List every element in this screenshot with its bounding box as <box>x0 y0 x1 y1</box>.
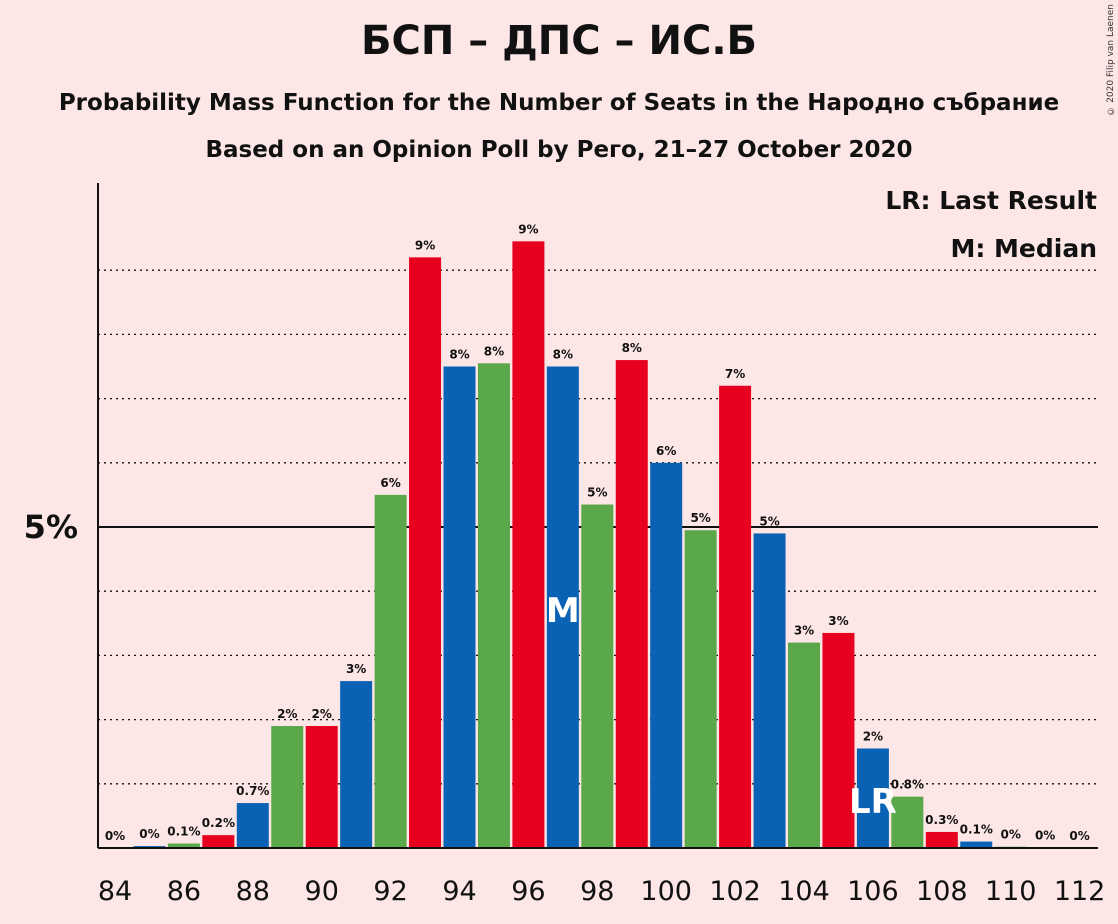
data-label-seat-112: 0% <box>1069 829 1089 843</box>
x-tick-98: 98 <box>580 876 614 907</box>
bar-seat-103 <box>753 533 786 848</box>
data-label-seat-91: 3% <box>346 662 366 676</box>
data-label-seat-89: 2% <box>277 707 297 721</box>
bars-group <box>133 241 1062 848</box>
data-label-seat-102: 7% <box>725 367 745 381</box>
bar-seat-101 <box>684 530 717 848</box>
data-label-seat-90: 2% <box>312 707 332 721</box>
x-tick-88: 88 <box>236 876 270 907</box>
x-tick-92: 92 <box>373 876 407 907</box>
data-label-seat-103: 5% <box>759 514 779 528</box>
bar-seat-105 <box>822 632 855 848</box>
x-tick-84: 84 <box>98 876 132 907</box>
data-label-seat-101: 5% <box>690 511 710 525</box>
data-label-seat-97: 8% <box>553 348 573 362</box>
x-tick-106: 106 <box>847 876 899 907</box>
bar-seat-108 <box>925 831 958 848</box>
legend-last-result: LR: Last Result <box>885 186 1097 215</box>
data-label-seat-106: 2% <box>863 729 883 743</box>
bar-seat-95 <box>477 363 510 848</box>
x-tick-90: 90 <box>305 876 339 907</box>
bar-seat-104 <box>788 642 820 848</box>
bar-seat-92 <box>374 494 407 848</box>
chart-subtitle-poll: Based on an Opinion Poll by Рего, 21–27 … <box>205 137 913 163</box>
data-label-seat-110: 0% <box>1001 828 1021 842</box>
bar-seat-107 <box>891 796 924 848</box>
bar-seat-109 <box>960 841 993 848</box>
bar-seat-102 <box>719 385 752 848</box>
median-marker: M <box>546 591 580 631</box>
bar-seat-90 <box>305 726 338 848</box>
bar-seat-96 <box>512 241 545 848</box>
data-label-seat-111: 0% <box>1035 828 1055 842</box>
data-label-seat-104: 3% <box>794 624 814 638</box>
bar-seat-97 <box>546 366 579 848</box>
data-label-seat-105: 3% <box>828 614 848 628</box>
data-label-seat-107: 0.8% <box>891 778 924 792</box>
x-tick-112: 112 <box>1054 876 1106 907</box>
data-label-seat-95: 8% <box>484 344 504 358</box>
bar-seat-88 <box>236 803 269 848</box>
bar-seat-106 <box>856 748 889 848</box>
data-label-seat-96: 9% <box>518 222 538 236</box>
data-label-seat-85: 0% <box>139 827 159 841</box>
x-tick-104: 104 <box>778 876 830 907</box>
bar-seat-99 <box>615 360 648 848</box>
x-tick-108: 108 <box>916 876 968 907</box>
x-tick-labels: 84 86 88 90 92 94 96 98 100 102 104 106 108 110 112 <box>98 876 1106 907</box>
data-label-seat-88: 0.7% <box>236 784 269 798</box>
data-label-seat-86: 0.1% <box>167 825 200 839</box>
data-label-seat-100: 6% <box>656 444 676 458</box>
data-label-seat-84: 0% <box>105 829 125 843</box>
x-tick-96: 96 <box>511 876 545 907</box>
data-label-seat-98: 5% <box>587 486 607 500</box>
markers-group: M LR <box>546 591 897 822</box>
bar-seat-93 <box>409 257 442 848</box>
bar-seat-86 <box>167 843 200 848</box>
data-label-seat-92: 6% <box>380 476 400 490</box>
chart-title: БСП – ДПС – ИС.Б <box>361 18 757 64</box>
bar-seat-98 <box>581 504 614 848</box>
last-result-marker: LR <box>849 782 897 822</box>
x-tick-110: 110 <box>985 876 1037 907</box>
bar-seat-94 <box>443 366 476 848</box>
x-tick-102: 102 <box>709 876 761 907</box>
data-label-seat-99: 8% <box>622 341 642 355</box>
legend-median: M: Median <box>950 234 1097 263</box>
bar-seat-87 <box>202 835 235 848</box>
x-tick-100: 100 <box>640 876 692 907</box>
bar-seat-91 <box>340 681 373 848</box>
x-tick-86: 86 <box>167 876 201 907</box>
chart-subtitle: Probability Mass Function for the Number… <box>58 90 1060 116</box>
y-tick-label-5pct: 5% <box>24 508 78 546</box>
data-labels-group: 0% 0% 0.1%0.2%0.7%2% 2%3%6%9%8% 8%9%8%5%8%6%… <box>105 222 1090 843</box>
bar-seat-89 <box>271 726 304 848</box>
data-label-seat-93: 9% <box>415 238 435 252</box>
data-label-seat-94: 8% <box>449 348 469 362</box>
data-label-seat-87: 0.2% <box>202 816 235 830</box>
data-label-seat-109: 0.1% <box>960 823 993 837</box>
x-tick-94: 94 <box>442 876 476 907</box>
data-label-seat-108: 0.3% <box>925 813 958 827</box>
bar-seat-100 <box>650 462 683 848</box>
